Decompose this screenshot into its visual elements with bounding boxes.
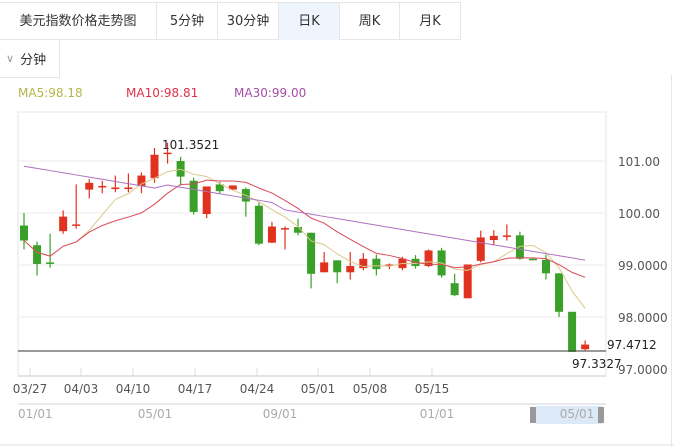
navigator-tick-label: 05/01 xyxy=(138,407,173,421)
tab-5分钟[interactable]: 5分钟 xyxy=(157,3,218,40)
candle-down xyxy=(307,232,316,274)
ma-legend: MA5:98.18 MA10:98.81 MA30:99.00 xyxy=(18,86,306,100)
candle-up xyxy=(267,226,276,243)
tab-30分钟[interactable]: 30分钟 xyxy=(218,3,279,40)
candle-up xyxy=(72,224,81,226)
interval-label: 分钟 xyxy=(20,53,47,68)
y-tick-label: 99.0000 xyxy=(618,259,668,273)
navigator-handle-right xyxy=(598,407,604,423)
x-tick-label: 05/15 xyxy=(415,382,450,396)
tab-周K[interactable]: 周K xyxy=(340,3,400,40)
x-tick-label: 05/08 xyxy=(353,382,388,396)
period-tabs: 美元指数价格走势图 5分钟 30分钟 日K 周K 月K xyxy=(0,2,461,40)
candle-up xyxy=(385,264,394,267)
x-tick-label: 04/17 xyxy=(178,382,213,396)
navigator-selection xyxy=(536,406,602,424)
candle-down xyxy=(528,258,537,261)
navigator-tick-label: 05/01 xyxy=(560,407,595,421)
navigator-tick-label: 01/01 xyxy=(18,407,53,421)
frame-border xyxy=(671,75,672,447)
candle-up xyxy=(59,216,68,232)
x-tick-label: 03/27 xyxy=(13,382,48,396)
ma5-label: MA5:98.18 xyxy=(18,86,83,100)
chevron-down-icon: ∨ xyxy=(6,52,15,65)
candle-down xyxy=(20,225,28,241)
candle-down xyxy=(189,180,198,212)
candle-down xyxy=(568,311,577,352)
candle-up xyxy=(502,235,511,237)
x-tick-label: 04/24 xyxy=(240,382,275,396)
candle-up xyxy=(163,152,172,155)
navigator-handle-left xyxy=(530,407,536,423)
y-tick-label: 97.0000 xyxy=(618,363,668,377)
candle-down xyxy=(294,227,303,233)
y-tick-label: 100.00 xyxy=(618,207,660,221)
candle-down xyxy=(46,262,55,264)
candle-down xyxy=(176,161,185,177)
tab-日K[interactable]: 日K xyxy=(279,3,340,40)
candle-up xyxy=(476,237,485,261)
candle-up xyxy=(463,264,472,299)
y-tick-label: 98.0000 xyxy=(618,311,668,325)
interval-dropdown[interactable]: ∨ 分钟 xyxy=(0,40,60,78)
candle-up xyxy=(137,175,146,186)
low-annotation: 97.3327 xyxy=(572,357,622,371)
candle-down xyxy=(333,260,342,273)
candle-down xyxy=(215,184,224,192)
candle-down xyxy=(450,283,459,296)
navigator-tick-label: 01/01 xyxy=(420,407,455,421)
y-tick-label: 101.00 xyxy=(618,155,660,169)
x-tick-label: 04/03 xyxy=(64,382,99,396)
last-price-label: 97.4712 xyxy=(607,338,657,352)
candle-up xyxy=(281,228,289,230)
candle-up xyxy=(489,235,498,241)
candle-up xyxy=(150,154,159,179)
chart-title: 美元指数价格走势图 xyxy=(0,3,157,40)
ma30-label: MA30:99.00 xyxy=(234,86,307,100)
candle-up xyxy=(98,185,107,188)
candle-up xyxy=(228,185,237,190)
candle-down xyxy=(542,259,550,274)
candle-up xyxy=(346,266,355,273)
candle-up xyxy=(202,186,211,215)
candle-down xyxy=(254,205,263,244)
ma5-line xyxy=(23,168,586,309)
tab-月K[interactable]: 月K xyxy=(400,3,461,40)
candle-up xyxy=(581,344,590,350)
candle-up xyxy=(424,250,433,267)
candle-up xyxy=(111,187,120,190)
high-annotation: 101.3521 xyxy=(162,138,219,152)
candle-up xyxy=(320,262,329,273)
candle-down xyxy=(33,245,42,264)
x-tick-label: 05/01 xyxy=(301,382,336,396)
candle-up xyxy=(124,187,133,190)
ma30-line xyxy=(23,165,586,261)
ma10-line xyxy=(23,179,586,278)
candle-up xyxy=(359,258,368,269)
candle-up xyxy=(85,182,94,190)
candle-down xyxy=(515,235,524,259)
navigator-tick-label: 09/01 xyxy=(263,407,298,421)
x-tick-label: 04/10 xyxy=(116,382,151,396)
candle-down xyxy=(555,273,564,312)
ma10-label: MA10:98.81 xyxy=(126,86,199,100)
candle-down xyxy=(372,258,381,270)
